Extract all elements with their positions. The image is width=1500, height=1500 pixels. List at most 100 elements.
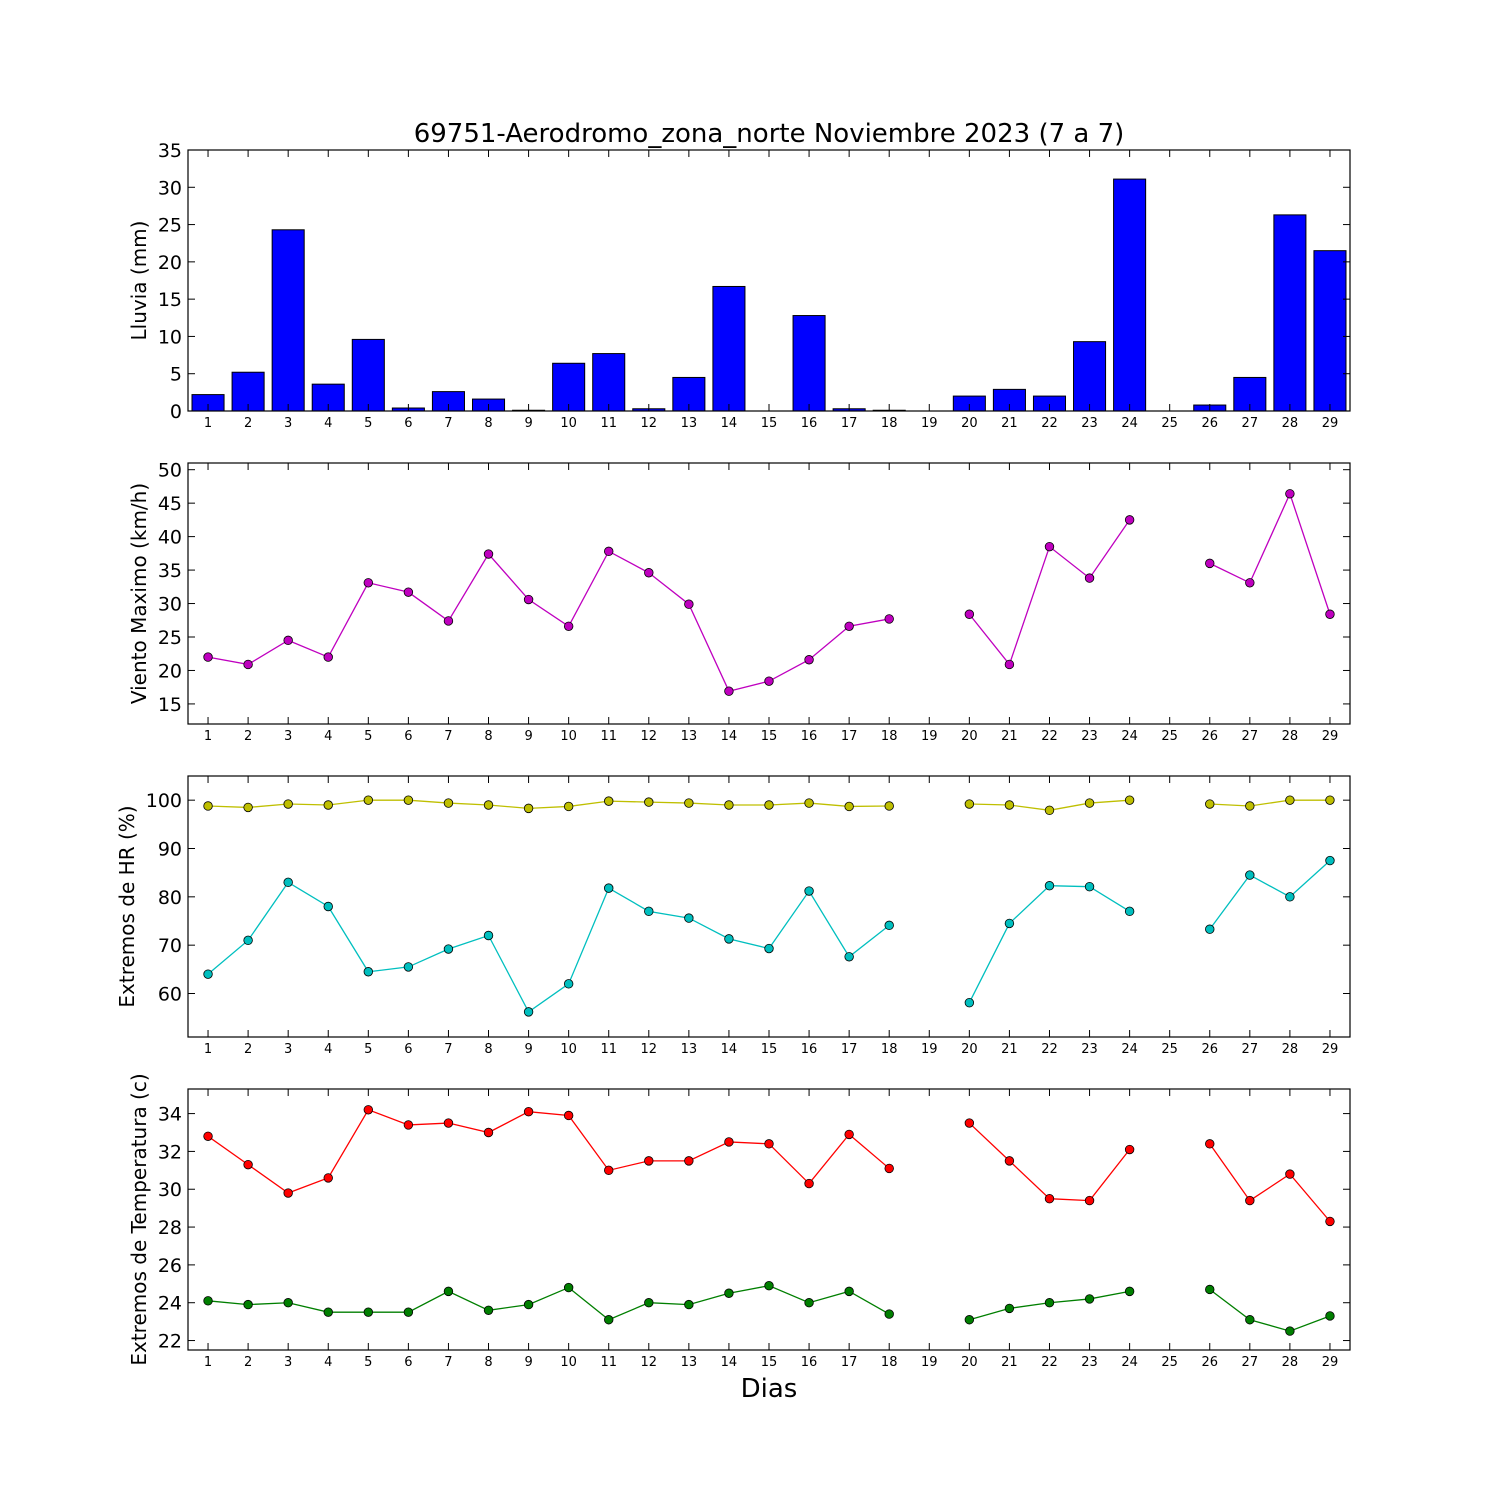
wind-xtick-label: 17	[841, 729, 858, 744]
wind-xtick-label: 24	[1121, 729, 1138, 744]
wind-point	[1044, 541, 1055, 552]
temperature-xtick-label: 29	[1322, 1355, 1339, 1370]
humidity-point	[844, 801, 854, 812]
wind-xtick-label: 2	[244, 729, 252, 744]
temperature-series-1	[203, 1105, 1335, 1227]
humidity-xtick-label: 6	[404, 1042, 412, 1057]
wind-ytick-label: 30	[158, 594, 182, 616]
temperature-point	[964, 1315, 975, 1325]
rain-xtick-label: 1	[204, 416, 212, 431]
temperature-point	[403, 1120, 414, 1130]
humidity-ytick-label: 100	[146, 790, 182, 812]
temperature-xtick-label: 23	[1081, 1355, 1098, 1370]
wind-xtick-label: 1	[204, 729, 212, 744]
wind-xtick-label: 9	[524, 729, 532, 744]
humidity-ytick-label: 70	[158, 935, 182, 957]
rain-xtick-label: 15	[761, 416, 778, 431]
wind-point	[523, 594, 534, 605]
wind-series-line	[207, 550, 890, 692]
temperature-point	[764, 1139, 774, 1149]
wind-xtick-label: 22	[1041, 729, 1058, 744]
temperature-series-line	[1209, 1143, 1331, 1222]
wind-ytick-label: 50	[158, 460, 182, 482]
humidity-point	[1325, 795, 1335, 805]
humidity-point	[1124, 795, 1135, 805]
humidity-point	[1044, 805, 1055, 816]
wind-point	[1124, 515, 1135, 525]
humidity-xtick-label: 22	[1041, 1042, 1058, 1057]
temperature-point	[1124, 1144, 1135, 1155]
rain-bar	[712, 285, 746, 412]
rain-xtick-label: 28	[1282, 416, 1299, 431]
rain-xtick-label: 22	[1041, 416, 1058, 431]
rain-bar	[792, 315, 826, 412]
humidity-point	[804, 886, 814, 896]
wind-xtick-label: 18	[881, 729, 898, 744]
temperature-point	[1004, 1156, 1015, 1166]
temperature-xtick-label: 17	[841, 1355, 858, 1370]
temperature-point	[724, 1288, 734, 1298]
rain-bar	[552, 362, 586, 412]
humidity-point	[1285, 892, 1295, 902]
humidity-series-1	[203, 795, 1335, 816]
rain-xtick-label: 5	[364, 416, 372, 431]
temperature-series-line	[207, 1285, 890, 1321]
wind-xtick-label: 27	[1242, 729, 1259, 744]
wind-ytick-label: 25	[158, 627, 182, 649]
wind-point	[844, 621, 854, 631]
humidity-xtick-label: 27	[1242, 1042, 1259, 1057]
x-axis-label: Dias	[741, 1374, 798, 1404]
wind-point	[724, 686, 734, 696]
wind-xtick-label: 13	[681, 729, 698, 744]
humidity-xtick-label: 2	[244, 1042, 252, 1057]
wind-xtick-label: 6	[404, 729, 412, 744]
temperature-xtick-label: 21	[1001, 1355, 1018, 1370]
rain-xtick-label: 6	[404, 416, 412, 431]
humidity-point	[563, 801, 574, 812]
humidity-xtick-label: 1	[204, 1042, 212, 1057]
rain-xtick-label: 17	[841, 416, 858, 431]
temperature-xtick-label: 28	[1282, 1355, 1299, 1370]
wind-point	[1285, 489, 1295, 499]
temperature-xtick-label: 27	[1242, 1355, 1259, 1370]
temperature-point	[483, 1127, 494, 1138]
temperature-xtick-label: 20	[961, 1355, 978, 1370]
humidity-point	[1205, 924, 1215, 934]
temperature-xtick-label: 14	[721, 1355, 738, 1370]
wind-xtick-label: 28	[1282, 729, 1299, 744]
humidity-xtick-label: 19	[921, 1042, 938, 1057]
humidity-point	[443, 944, 454, 954]
humidity-point	[363, 967, 374, 977]
temperature-ytick-label: 26	[158, 1255, 182, 1277]
humidity-ytick-label: 60	[158, 984, 182, 1006]
humidity-point	[1285, 795, 1295, 805]
humidity-point	[323, 901, 333, 912]
temperature-point	[844, 1129, 854, 1140]
humidity-series-line	[1209, 860, 1331, 930]
rain-ytick-label: 10	[158, 326, 182, 348]
humidity-xtick-label: 4	[324, 1042, 332, 1057]
humidity-xtick-label: 8	[484, 1042, 492, 1057]
temperature-point	[804, 1178, 814, 1189]
humidity-point	[644, 906, 654, 917]
humidity-point	[523, 1007, 534, 1017]
wind-point	[684, 599, 694, 609]
wind-xtick-label: 11	[600, 729, 617, 744]
temperature-ytick-label: 32	[158, 1141, 182, 1163]
temperature-point	[1044, 1298, 1055, 1308]
humidity-point	[1245, 801, 1255, 811]
temperature-point	[443, 1286, 454, 1297]
humidity-xtick-label: 12	[641, 1042, 658, 1057]
wind-xtick-label: 23	[1081, 729, 1098, 744]
humidity-xtick-label: 3	[284, 1042, 292, 1057]
humidity-point	[1205, 799, 1215, 809]
humidity-point	[964, 997, 975, 1008]
humidity-point	[604, 796, 614, 806]
humidity-xtick-label: 7	[444, 1042, 452, 1057]
temperature-point	[1205, 1284, 1215, 1295]
temperature-point	[283, 1298, 293, 1308]
temperature-ytick-label: 34	[158, 1104, 182, 1126]
rain-ytick-label: 5	[170, 364, 182, 386]
